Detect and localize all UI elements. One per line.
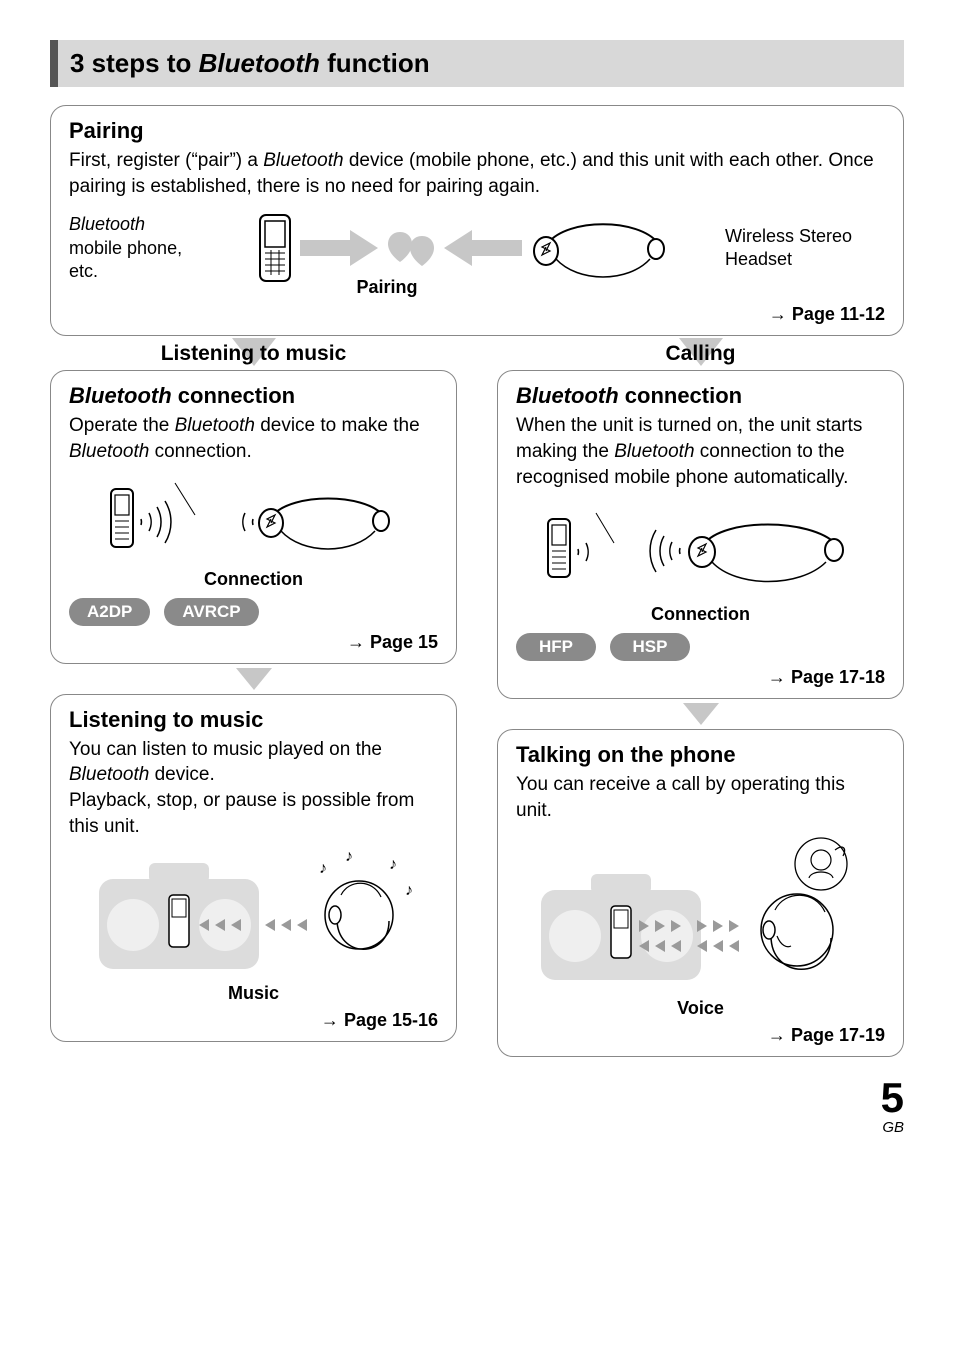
- svg-text:♪: ♪: [319, 860, 327, 877]
- talking-label: Voice: [516, 998, 885, 1019]
- phone-waves-icon: [105, 475, 215, 565]
- page-footer: 5 GB: [50, 1077, 904, 1136]
- svg-text:♪: ♪: [405, 882, 413, 899]
- hsp-pill: HSP: [610, 633, 690, 661]
- talking-panel: Talking on the phone You can receive a c…: [497, 729, 904, 1056]
- arrow-left-icon: [442, 228, 522, 268]
- calling-branch-title: Calling: [497, 342, 904, 366]
- pairing-panel: Pairing First, register (“pair”) a Bluet…: [50, 105, 904, 336]
- avrcp-pill: AVRCP: [164, 598, 258, 626]
- music-conn-heading: Bluetooth connection: [69, 383, 438, 409]
- headset-label: Wireless Stereo Headset: [725, 225, 885, 272]
- page-title-bar: 3 steps to Bluetooth function: [50, 40, 904, 87]
- phone-icon: [256, 213, 294, 283]
- call-connection-panel: Bluetooth connection When the unit is tu…: [497, 370, 904, 699]
- pairing-illustration-row: Bluetooth mobile phone, etc.: [69, 213, 885, 283]
- pairing-diagram: [217, 213, 717, 283]
- music-conn-diagram: [69, 475, 438, 565]
- hearts-overlap-icon: [386, 226, 436, 270]
- left-column: Listening to music Bluetooth connection …: [50, 342, 457, 1056]
- speaker-phone-voice-icon: [531, 834, 871, 994]
- phone-waves-icon: [542, 505, 632, 595]
- call-pill-row: HFP HSP: [516, 633, 885, 661]
- svg-text:♪: ♪: [345, 849, 353, 865]
- a2dp-pill: A2DP: [69, 598, 150, 626]
- call-conn-label: Connection: [516, 604, 885, 625]
- title-text-pre: 3 steps to: [70, 48, 199, 78]
- music-play-heading: Listening to music: [69, 707, 438, 733]
- call-conn-heading: Bluetooth connection: [516, 383, 885, 409]
- music-conn-label: Connection: [69, 569, 438, 590]
- arrow-right-icon: [300, 228, 380, 268]
- headset-waves-icon: [223, 475, 403, 565]
- music-pill-row: A2DP AVRCP: [69, 598, 438, 626]
- pairing-body: First, register (“pair”) a Bluetooth dev…: [69, 148, 885, 199]
- pairing-heading: Pairing: [69, 118, 885, 144]
- call-conn-body: When the unit is turned on, the unit sta…: [516, 413, 885, 490]
- down-triangle-icon: [683, 703, 719, 725]
- talking-page-ref: Page 17-19: [516, 1025, 885, 1046]
- music-play-diagram: ♪ ♪ ♪ ♪: [69, 849, 438, 979]
- music-play-label: Music: [69, 983, 438, 1004]
- title-text-post: function: [320, 48, 430, 78]
- right-column: Calling Bluetooth connection When the un…: [497, 342, 904, 1056]
- call-conn-diagram: [516, 500, 885, 600]
- music-conn-body: Operate the Bluetooth device to make the…: [69, 413, 438, 464]
- talking-body: You can receive a call by operating this…: [516, 772, 885, 823]
- talking-diagram: [516, 834, 885, 994]
- svg-text:♪: ♪: [389, 856, 397, 873]
- page-sub: GB: [50, 1119, 904, 1136]
- music-connection-panel: Bluetooth connection Operate the Bluetoo…: [50, 370, 457, 663]
- phone-label: Bluetooth mobile phone, etc.: [69, 213, 209, 283]
- call-conn-page-ref: Page 17-18: [516, 667, 885, 688]
- headset-waves-icon: [640, 500, 860, 600]
- pairing-page-ref: Page 11-12: [69, 304, 885, 325]
- music-branch-title: Listening to music: [50, 342, 457, 366]
- title-text-em: Bluetooth: [199, 48, 320, 78]
- headset-icon: [528, 213, 678, 283]
- two-column-layout: Listening to music Bluetooth connection …: [50, 342, 904, 1056]
- music-play-body1: You can listen to music played on the Bl…: [69, 737, 438, 788]
- speaker-phone-person-icon: ♪ ♪ ♪ ♪: [89, 849, 419, 979]
- music-conn-page-ref: Page 15: [69, 632, 438, 653]
- music-play-panel: Listening to music You can listen to mus…: [50, 694, 457, 1043]
- hfp-pill: HFP: [516, 633, 596, 661]
- music-play-page-ref: Page 15-16: [69, 1010, 438, 1031]
- music-play-body2: Playback, stop, or pause is possible fro…: [69, 788, 438, 839]
- down-triangle-icon: [236, 668, 272, 690]
- talking-heading: Talking on the phone: [516, 742, 885, 768]
- page-number: 5: [50, 1077, 904, 1119]
